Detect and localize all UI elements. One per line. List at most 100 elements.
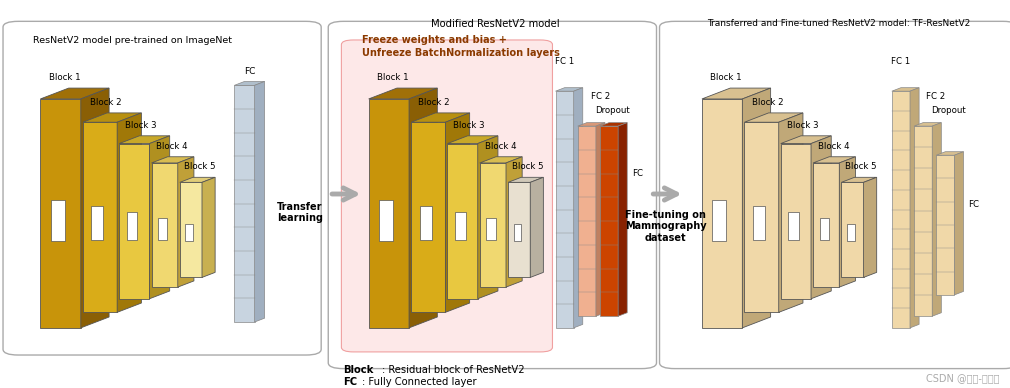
Polygon shape xyxy=(445,113,470,312)
Polygon shape xyxy=(369,88,437,99)
Text: Block 5: Block 5 xyxy=(512,163,543,171)
Text: Dropout: Dropout xyxy=(595,106,629,115)
Text: Modified ResNetV2 model: Modified ResNetV2 model xyxy=(430,19,560,29)
Text: Block 2: Block 2 xyxy=(418,98,450,107)
Polygon shape xyxy=(936,152,964,155)
Text: FC: FC xyxy=(243,67,256,76)
Text: Fine-tuning on
Mammography
dataset: Fine-tuning on Mammography dataset xyxy=(625,210,706,243)
Text: : Fully Connected layer: : Fully Connected layer xyxy=(362,377,476,387)
Polygon shape xyxy=(600,123,627,126)
Polygon shape xyxy=(409,88,437,328)
Bar xyxy=(234,85,255,322)
Polygon shape xyxy=(702,88,771,99)
Polygon shape xyxy=(508,177,543,182)
Text: Freeze weights and bias +: Freeze weights and bias + xyxy=(362,35,506,45)
Bar xyxy=(702,99,742,328)
FancyBboxPatch shape xyxy=(3,21,321,355)
Polygon shape xyxy=(149,136,170,299)
Text: FC: FC xyxy=(632,169,643,178)
Polygon shape xyxy=(954,152,964,295)
Bar xyxy=(127,212,137,240)
FancyBboxPatch shape xyxy=(328,21,656,369)
Text: Block: Block xyxy=(343,365,374,376)
Polygon shape xyxy=(119,136,170,144)
Polygon shape xyxy=(178,157,194,287)
FancyBboxPatch shape xyxy=(341,40,552,352)
Bar xyxy=(411,122,445,312)
Polygon shape xyxy=(892,88,919,91)
Bar xyxy=(788,212,799,240)
Bar xyxy=(752,206,765,240)
Polygon shape xyxy=(556,88,583,91)
Bar xyxy=(186,224,193,241)
Text: FC 1: FC 1 xyxy=(891,57,911,66)
Text: Transferred and Fine-tuned ResNetV2 model: TF-ResNetV2: Transferred and Fine-tuned ResNetV2 mode… xyxy=(707,19,970,28)
Bar xyxy=(892,91,910,328)
Bar xyxy=(180,182,202,277)
Bar xyxy=(820,218,829,240)
Bar xyxy=(744,122,779,312)
Text: Unfreeze BatchNormalization layers: Unfreeze BatchNormalization layers xyxy=(362,48,560,59)
Text: FC: FC xyxy=(969,199,980,209)
Text: FC 2: FC 2 xyxy=(591,92,610,101)
Polygon shape xyxy=(864,177,877,277)
Polygon shape xyxy=(744,113,803,122)
Polygon shape xyxy=(180,177,215,182)
Polygon shape xyxy=(742,88,771,328)
Polygon shape xyxy=(411,113,470,122)
Text: Block 2: Block 2 xyxy=(751,98,784,107)
Bar xyxy=(936,155,954,295)
Bar xyxy=(781,144,811,299)
Bar xyxy=(841,182,864,277)
Polygon shape xyxy=(152,157,194,163)
Bar xyxy=(91,206,103,240)
Bar xyxy=(556,91,574,328)
Text: Block 5: Block 5 xyxy=(184,163,215,171)
Bar xyxy=(914,126,932,316)
Polygon shape xyxy=(813,157,855,163)
Bar xyxy=(40,99,81,328)
Polygon shape xyxy=(234,81,265,85)
Text: FC: FC xyxy=(343,377,358,387)
Polygon shape xyxy=(618,123,627,316)
Text: Block 3: Block 3 xyxy=(787,121,818,130)
Polygon shape xyxy=(81,88,109,328)
Polygon shape xyxy=(932,123,941,316)
Polygon shape xyxy=(910,88,919,328)
Bar xyxy=(578,126,596,316)
Polygon shape xyxy=(781,136,831,144)
Bar xyxy=(480,163,506,287)
Bar xyxy=(508,182,530,277)
Polygon shape xyxy=(202,177,215,277)
Text: CSDN @托比-马奎尔: CSDN @托比-马奎尔 xyxy=(926,373,1000,383)
Bar xyxy=(487,218,496,240)
Text: Dropout: Dropout xyxy=(931,106,966,115)
Text: Block 2: Block 2 xyxy=(90,98,122,107)
Bar xyxy=(454,212,466,240)
Polygon shape xyxy=(574,88,583,328)
Bar xyxy=(83,122,117,312)
Polygon shape xyxy=(40,88,109,99)
Polygon shape xyxy=(255,81,265,322)
Bar xyxy=(119,144,149,299)
Text: Block 5: Block 5 xyxy=(845,163,877,171)
Polygon shape xyxy=(839,157,855,287)
Text: Block 4: Block 4 xyxy=(818,142,849,151)
Bar xyxy=(158,218,168,240)
Text: Transfer
learning: Transfer learning xyxy=(277,202,323,223)
Bar xyxy=(447,144,478,299)
Text: ResNetV2 model pre-trained on ImageNet: ResNetV2 model pre-trained on ImageNet xyxy=(33,36,232,45)
FancyBboxPatch shape xyxy=(660,21,1010,369)
Polygon shape xyxy=(530,177,543,277)
Text: Block 1: Block 1 xyxy=(48,73,81,82)
Bar xyxy=(152,163,178,287)
Bar xyxy=(420,206,431,240)
Polygon shape xyxy=(596,123,605,316)
Text: Block 4: Block 4 xyxy=(157,142,188,151)
Polygon shape xyxy=(117,113,141,312)
Text: : Residual block of ResNetV2: : Residual block of ResNetV2 xyxy=(382,365,524,376)
Text: Block 1: Block 1 xyxy=(710,73,742,82)
Bar xyxy=(50,200,65,241)
Text: FC 2: FC 2 xyxy=(926,92,945,101)
Bar xyxy=(813,163,839,287)
